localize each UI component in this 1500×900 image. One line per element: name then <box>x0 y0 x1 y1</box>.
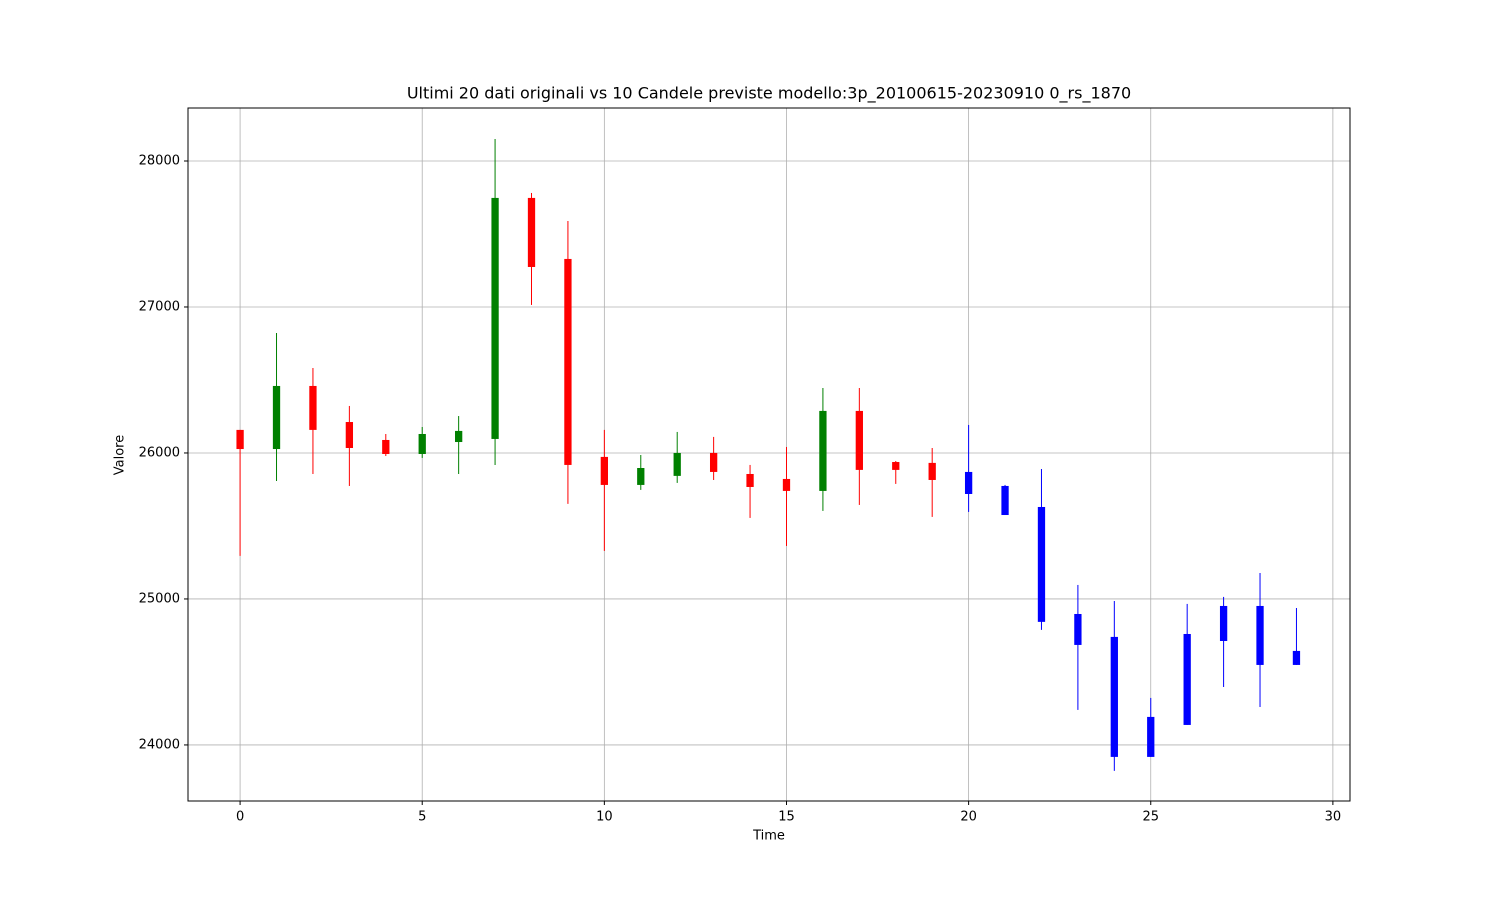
candle-body <box>855 410 863 470</box>
candle-body <box>382 439 390 454</box>
candle-body <box>964 471 973 494</box>
x-tick-label: 20 <box>960 810 977 825</box>
x-tick-label: 15 <box>778 810 795 825</box>
candle-body <box>746 473 754 487</box>
y-tick-label: 24000 <box>139 737 180 752</box>
y-tick-label: 28000 <box>139 153 180 168</box>
candle-body <box>1110 636 1118 757</box>
candle-body <box>345 422 354 449</box>
candle-body <box>709 452 718 472</box>
candle-body <box>1147 716 1155 757</box>
candle-body <box>1219 605 1228 641</box>
x-tick-label: 10 <box>596 810 613 825</box>
x-tick-label: 30 <box>1325 810 1342 825</box>
candle-body <box>1037 506 1046 622</box>
candle-body <box>491 197 499 439</box>
candle-body <box>819 410 827 491</box>
candle-body <box>1074 613 1082 645</box>
candle-body <box>1183 633 1191 725</box>
x-tick-label: 25 <box>1142 810 1159 825</box>
candle-body <box>673 452 681 476</box>
candle-body <box>309 385 317 430</box>
candle-body <box>600 456 608 485</box>
candle-body <box>1292 650 1301 665</box>
candle-body <box>418 433 426 454</box>
candle-body <box>564 258 572 465</box>
candle-body <box>272 385 281 450</box>
x-tick-label: 0 <box>236 810 244 825</box>
candle-body <box>892 462 900 470</box>
x-axis-label: Time <box>752 829 785 844</box>
candle-body <box>1256 605 1264 665</box>
chart-title: Ultimi 20 dati originali vs 10 Candele p… <box>407 84 1131 104</box>
y-tick-label: 25000 <box>139 591 180 606</box>
candle-body <box>782 478 791 491</box>
y-tick-label: 26000 <box>139 445 180 460</box>
plot-frame <box>187 107 1351 802</box>
y-axis-label: Valore <box>113 435 128 475</box>
candle-body <box>637 468 645 485</box>
candle-body <box>1001 485 1009 516</box>
x-tick-label: 5 <box>418 810 426 825</box>
y-tick-label: 27000 <box>139 299 180 314</box>
candle-body <box>236 429 244 450</box>
candle-body <box>527 197 536 267</box>
candle-body <box>455 430 463 443</box>
candle-body <box>928 462 936 480</box>
